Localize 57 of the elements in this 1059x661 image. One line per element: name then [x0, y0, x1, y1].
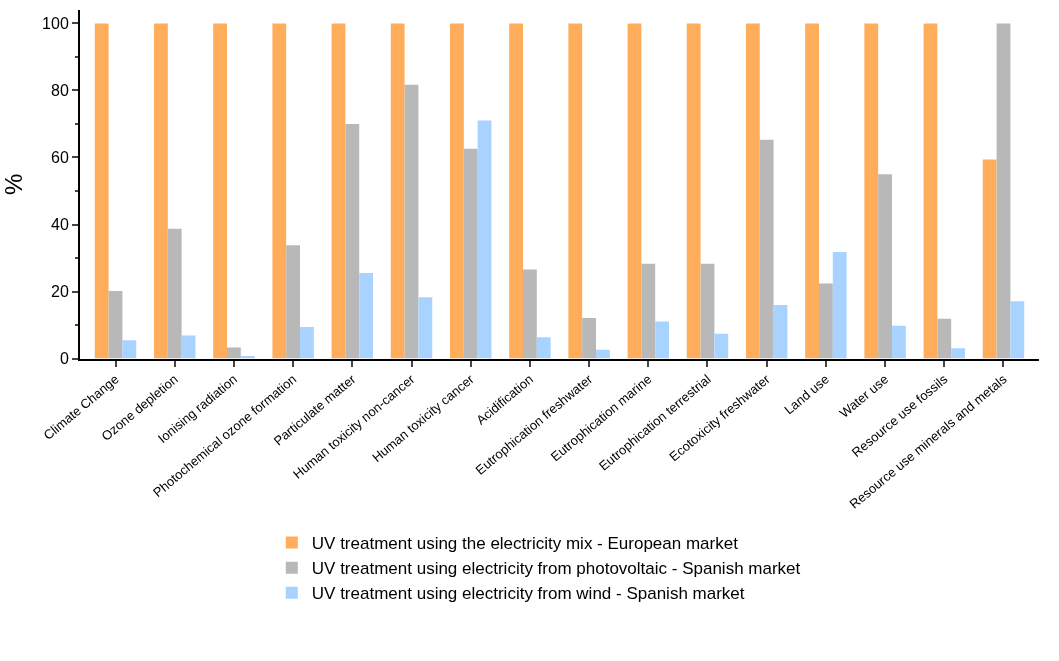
bar	[167, 228, 182, 359]
bar	[286, 245, 301, 359]
bar	[418, 297, 433, 359]
bar	[832, 251, 847, 359]
bar	[272, 23, 287, 359]
bar	[509, 23, 523, 359]
bar	[773, 304, 788, 359]
bar	[463, 148, 478, 359]
bar	[122, 340, 137, 359]
bar	[596, 349, 610, 359]
bar	[714, 333, 729, 359]
legend-label: UV treatment using the electricity mix - European market	[311, 534, 739, 554]
bar	[951, 348, 965, 359]
legend-label: UV treatment using electricity from photovoltaic - Spanish market	[311, 559, 801, 579]
bar	[818, 283, 833, 359]
bar	[300, 327, 314, 359]
bar	[568, 23, 583, 359]
bar	[1010, 301, 1025, 359]
y-tick-label: 0	[59, 350, 69, 368]
y-tick-label: 40	[51, 216, 69, 234]
bar	[864, 23, 879, 359]
bar	[404, 84, 419, 359]
bar	[759, 139, 774, 359]
bar	[700, 263, 715, 359]
bar	[108, 290, 123, 359]
bar	[345, 123, 360, 359]
bar	[878, 174, 892, 359]
bar	[982, 159, 997, 359]
y-tick-label: 60	[51, 149, 69, 167]
bar	[627, 23, 642, 359]
bar	[449, 23, 464, 359]
bar	[331, 23, 346, 359]
bar	[94, 23, 109, 359]
bar	[686, 23, 701, 359]
legend-label: UV treatment using electricity from wind - Spanish market	[311, 584, 745, 604]
bar	[805, 23, 819, 359]
y-axis-title: %	[0, 173, 27, 195]
bar	[641, 263, 656, 359]
bar	[477, 120, 492, 359]
y-tick-label: 80	[51, 82, 69, 100]
bar	[227, 347, 241, 359]
bar	[536, 337, 551, 359]
bar	[937, 318, 952, 359]
bar	[213, 23, 228, 359]
bar	[359, 273, 374, 359]
bar	[655, 321, 670, 359]
bar	[996, 23, 1011, 359]
bar	[390, 23, 405, 359]
bar	[154, 23, 168, 359]
y-tick-label: 100	[42, 15, 69, 33]
bar	[181, 335, 196, 359]
bar	[522, 269, 537, 359]
bar	[923, 23, 938, 359]
y-tick-label: 20	[51, 283, 69, 301]
bar	[745, 23, 760, 359]
bar	[891, 325, 906, 359]
bar	[582, 318, 597, 359]
